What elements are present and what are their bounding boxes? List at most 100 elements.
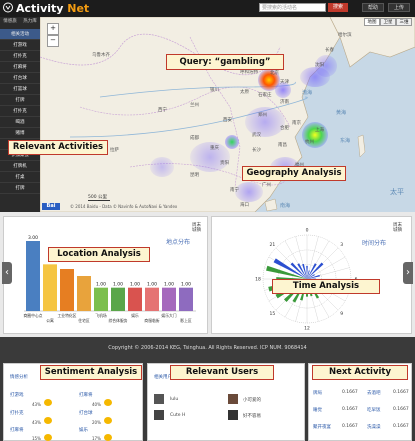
bar[interactable]	[145, 287, 159, 311]
hour-bar[interactable]	[306, 265, 308, 279]
time-panel: 时间分布 周末 城镇 036912151821	[211, 216, 412, 334]
heat-spot	[150, 157, 174, 177]
next-activity-item[interactable]: 聚开夜宴	[313, 425, 331, 430]
bar[interactable]	[77, 276, 91, 311]
avatar[interactable]	[154, 394, 164, 404]
next-arrow-icon[interactable]: ›	[403, 262, 413, 284]
sidebar-item[interactable]: 打篮球	[0, 84, 40, 95]
header-bar: Activity Net 要搜索的活动名 搜索 帮助 上传	[0, 0, 415, 17]
next-activity-item[interactable]: 去酒吧	[367, 391, 381, 396]
sidebar-item[interactable]: 打游戏	[0, 40, 40, 51]
zoom-in-icon[interactable]: +	[47, 23, 59, 35]
hour-label: 9	[340, 311, 343, 317]
user-name[interactable]: lulu	[170, 397, 179, 402]
upload-button[interactable]: 上传	[388, 3, 410, 12]
emoji-icon	[44, 417, 52, 424]
heat-spot	[302, 122, 328, 148]
map-tab-3d[interactable]: 三维	[396, 18, 412, 26]
geography-map[interactable]: 北京 天津 石家庄 太原 济南 郑州 西安 武汉 南京 上海 合肥 长沙 南昌 …	[40, 17, 415, 212]
sidebar-item[interactable]: 打牌	[0, 183, 40, 194]
sentiment-row-label[interactable]: 打游戏	[10, 393, 24, 398]
hour-bar[interactable]	[266, 265, 307, 279]
heat-spot	[245, 107, 285, 137]
user-name[interactable]: 小可爱的	[243, 398, 261, 403]
sidebar-item[interactable]: 打扑克	[0, 106, 40, 117]
hour-label: 15	[269, 311, 275, 317]
callout-relevant-activities: Relevant Activities	[8, 140, 108, 155]
sidebar-item[interactable]: 打桌	[0, 172, 40, 183]
sentiment-row-label[interactable]: 打麻将	[10, 428, 24, 433]
hour-bar[interactable]	[302, 263, 307, 279]
app-logo[interactable]: Activity Net	[16, 2, 90, 15]
bar[interactable]	[26, 241, 40, 311]
search-input[interactable]: 要搜索的活动名	[259, 3, 326, 12]
sidebar-item[interactable]: 参加聚会	[0, 150, 40, 161]
tab-sentiment-library[interactable]: 情感旅	[3, 19, 17, 24]
avatar[interactable]	[228, 410, 238, 420]
hour-label: 0	[306, 228, 309, 234]
sidebar-item-header[interactable]: 相关活动	[0, 29, 40, 40]
map-tab-map[interactable]: 地图	[364, 18, 380, 26]
location-panel: 地点分布 周末 城镇 3.00 商圈中心点 公寓 工业特化区 住宅区 1.00 飞机场 1.0…	[3, 216, 208, 334]
sidebar-item[interactable]: 打牌机	[0, 161, 40, 172]
sentiment-col2-item[interactable]: 打麻将	[79, 393, 93, 398]
bar[interactable]	[43, 264, 57, 311]
avatar[interactable]	[154, 410, 164, 420]
hour-label: 21	[269, 242, 275, 248]
sentiment-row-label[interactable]: 打扑克	[10, 411, 24, 416]
bar[interactable]	[162, 287, 176, 311]
user-name[interactable]: Cute H	[170, 413, 186, 418]
next-activity-score: 0.1667	[342, 424, 358, 429]
next-activity-item[interactable]: 洗澡澡	[367, 425, 381, 430]
sidebar-item[interactable]: 打麻将	[0, 62, 40, 73]
bar[interactable]	[111, 287, 125, 311]
analysis-section: 地点分布 周末 城镇 3.00 商圈中心点 公寓 工业特化区 住宅区 1.00 飞机场 1.0…	[0, 212, 415, 337]
bar[interactable]	[94, 287, 108, 311]
sentiment-col2-item[interactable]: 打台球	[79, 411, 93, 416]
zoom-out-icon[interactable]: −	[47, 35, 59, 47]
help-button[interactable]: 帮助	[362, 3, 384, 12]
map-land	[40, 17, 415, 212]
callout-query: Query: “gambling”	[166, 54, 284, 70]
search-button[interactable]: 搜索	[328, 3, 348, 12]
sentiment-col2-item[interactable]: 娱乐	[79, 428, 88, 433]
avatar[interactable]	[228, 394, 238, 404]
sidebar-item[interactable]: 打牌	[0, 95, 40, 106]
emoji-icon	[104, 399, 112, 406]
callout-geography: Geography Analysis	[242, 166, 346, 181]
category-label: 公寓	[46, 318, 54, 323]
sidebar-item[interactable]: 喝酒	[0, 117, 40, 128]
hour-bar[interactable]	[290, 262, 307, 279]
next-activity-item[interactable]: 牌局	[313, 391, 322, 396]
sidebar-item[interactable]: 赌博	[0, 128, 40, 139]
map-tab-satellite[interactable]: 卫星	[380, 18, 396, 26]
sidebar-item[interactable]: 打台球	[0, 73, 40, 84]
user-name[interactable]: 好不容易	[243, 414, 261, 419]
category-label: 娱乐大门	[161, 313, 176, 318]
hour-bar[interactable]	[307, 263, 317, 279]
tab-heat-library[interactable]: 热力库	[23, 19, 37, 24]
hour-bar[interactable]	[297, 263, 307, 279]
location-panel-title: 地点分布	[166, 239, 191, 246]
hour-bar[interactable]	[307, 262, 324, 279]
category-label: 娱乐	[131, 313, 139, 318]
hour-bar[interactable]	[307, 274, 315, 279]
hour-bar[interactable]	[307, 274, 320, 279]
bar-value-label: 1.00	[96, 282, 106, 288]
bar[interactable]	[60, 269, 74, 311]
footer: Copyright © 2006-2014 KEG, Tsinghua. All…	[0, 337, 415, 359]
next-activity-item[interactable]: 睡觉	[313, 408, 322, 413]
hour-bar[interactable]	[273, 258, 307, 279]
next-activity-item[interactable]: 吃早饭	[367, 408, 381, 413]
bar[interactable]	[179, 287, 193, 311]
next-activity-score: 0.1667	[342, 407, 358, 412]
bar-value-label: 1.00	[113, 282, 123, 288]
bar[interactable]	[128, 287, 142, 311]
hour-bar[interactable]	[307, 270, 310, 279]
logo-icon	[3, 2, 13, 13]
prev-arrow-icon[interactable]: ‹	[2, 262, 12, 284]
heat-spot	[258, 69, 280, 91]
sidebar-item[interactable]: 打扑克	[0, 51, 40, 62]
heat-spot	[315, 55, 337, 77]
